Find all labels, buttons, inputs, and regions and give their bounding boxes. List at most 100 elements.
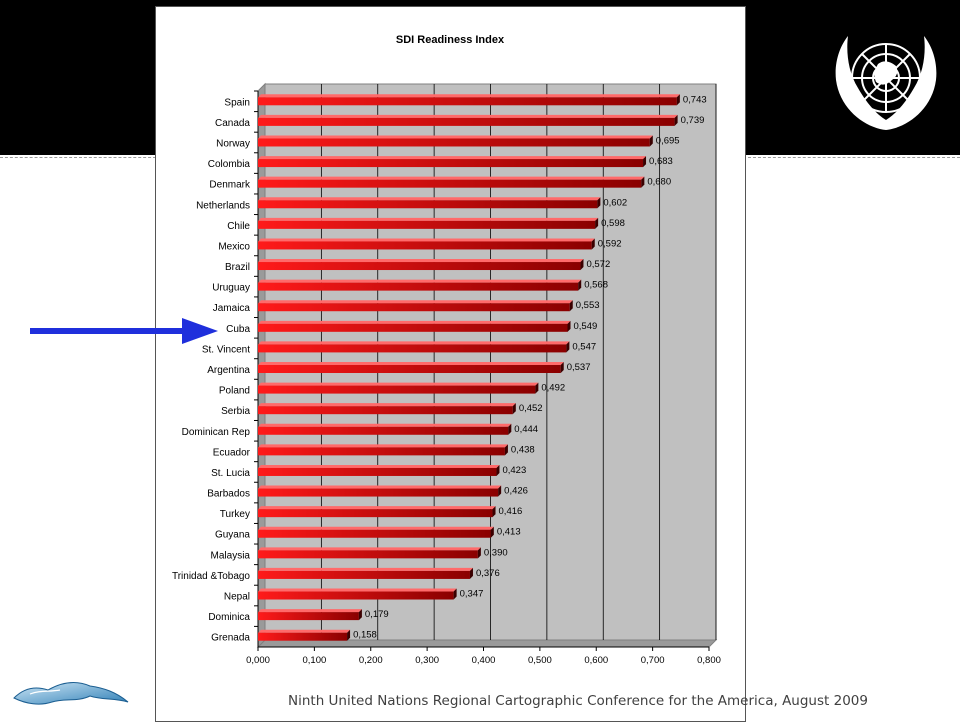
bar <box>258 365 561 373</box>
data-label: 0,743 <box>683 94 707 105</box>
x-tick-label: 0,000 <box>246 655 270 666</box>
category-label: Colombia <box>208 159 251 170</box>
data-label: 0,158 <box>353 630 377 641</box>
bar-top-face <box>258 176 645 180</box>
bar-top-face <box>258 320 571 324</box>
bar-top-face <box>258 135 653 139</box>
bar-top-face <box>258 485 502 489</box>
bar-end-face <box>492 506 496 518</box>
bar-end-face <box>567 320 571 332</box>
data-label: 0,547 <box>572 341 596 352</box>
bar-top-face <box>258 300 573 304</box>
bar <box>258 632 348 641</box>
data-label: 0,438 <box>511 444 535 455</box>
bar <box>258 262 581 271</box>
bar-top-face <box>258 341 570 345</box>
category-label: Brazil <box>225 262 250 273</box>
chart-title: SDI Readiness Index <box>396 34 505 46</box>
bar-top-face <box>258 197 601 201</box>
data-label: 0,592 <box>598 238 622 249</box>
data-label: 0,444 <box>514 424 538 435</box>
bar-top-face <box>258 423 512 427</box>
data-label: 0,549 <box>573 321 597 332</box>
data-label: 0,568 <box>584 280 608 291</box>
bar <box>258 241 592 250</box>
bar <box>258 550 478 559</box>
bar <box>258 282 579 291</box>
bar-end-face <box>676 94 680 106</box>
category-label: Cuba <box>226 324 250 335</box>
bar-end-face <box>580 259 584 271</box>
x-tick-label: 0,100 <box>302 655 326 666</box>
bar <box>258 447 505 456</box>
data-label: 0,553 <box>576 300 600 311</box>
data-label: 0,572 <box>586 259 610 270</box>
divider-left <box>0 157 156 158</box>
data-label: 0,598 <box>601 218 625 229</box>
bar <box>258 529 491 538</box>
bar-top-face <box>258 629 351 633</box>
category-label: Chile <box>227 221 250 232</box>
x-tick-label: 0,600 <box>584 655 608 666</box>
bar <box>258 97 677 106</box>
bar-top-face <box>258 588 457 592</box>
category-label: Nepal <box>224 592 250 603</box>
category-label: Grenada <box>211 633 250 644</box>
category-label: Barbados <box>207 489 250 500</box>
bar <box>258 426 509 435</box>
bar <box>258 509 493 518</box>
bar-end-face <box>453 588 457 600</box>
data-label: 0,602 <box>603 197 627 208</box>
category-label: Netherlands <box>196 200 250 211</box>
data-label: 0,390 <box>484 547 508 558</box>
bar-end-face <box>591 238 595 250</box>
bar <box>258 159 644 168</box>
bar <box>258 179 642 188</box>
x-tick-label: 0,300 <box>415 655 439 666</box>
bar <box>258 117 675 126</box>
category-label: Uruguay <box>212 283 250 294</box>
bar-top-face <box>258 114 678 118</box>
bar-end-face <box>649 135 653 147</box>
category-label: Trinidad &Tobago <box>172 571 250 582</box>
category-label: Canada <box>215 118 250 129</box>
bar <box>258 138 650 147</box>
bar-end-face <box>490 526 494 538</box>
data-label: 0,680 <box>647 177 671 188</box>
bar <box>258 467 497 476</box>
bar-end-face <box>535 382 539 394</box>
bar-top-face <box>258 547 481 551</box>
chart-panel: SDI Readiness Index 0,000 0,100 0,200 0,300 0… <box>155 6 746 722</box>
bar-top-face <box>258 464 500 468</box>
bar <box>258 612 359 621</box>
arrow-right-icon <box>30 318 218 344</box>
category-label: Dominican Rep <box>182 427 251 438</box>
bar-top-face <box>258 238 595 242</box>
bar-end-face <box>597 197 601 209</box>
data-label: 0,695 <box>656 135 680 146</box>
bar-top-face <box>258 362 564 365</box>
footer-text: Ninth United Nations Regional Cartograph… <box>288 693 868 709</box>
category-label: Jamaica <box>213 303 251 314</box>
bar-end-face <box>358 609 362 621</box>
category-label: Poland <box>219 386 250 397</box>
data-label: 0,416 <box>499 506 523 517</box>
bar-top-face <box>258 259 584 263</box>
category-label: Ecuador <box>213 447 251 458</box>
bar-top-face <box>258 94 680 98</box>
data-label: 0,413 <box>497 527 521 538</box>
category-label: St. Lucia <box>211 468 250 479</box>
plot-floor <box>256 639 718 648</box>
bar-end-face <box>512 403 516 415</box>
bar-top-face <box>258 403 516 407</box>
data-label: 0,426 <box>504 486 528 497</box>
bar-end-face <box>504 444 508 456</box>
data-label: 0,423 <box>502 465 526 476</box>
bar <box>258 591 454 600</box>
bar-end-face <box>566 341 570 353</box>
bar <box>258 220 596 229</box>
category-label: Malaysia <box>211 550 251 561</box>
data-label: 0,683 <box>649 156 673 167</box>
bar-top-face <box>258 609 362 613</box>
bar <box>258 303 570 312</box>
